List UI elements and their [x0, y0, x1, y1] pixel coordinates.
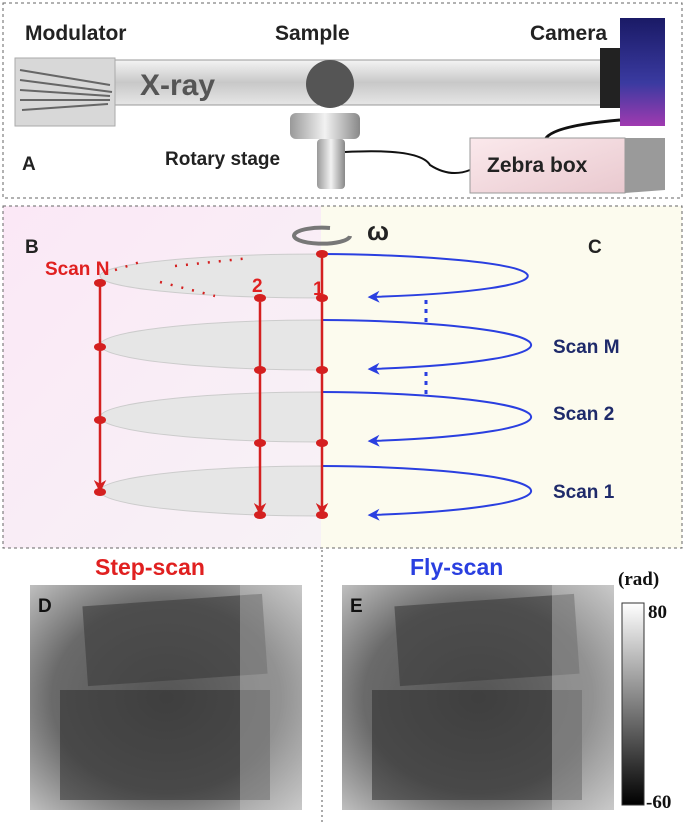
- sample-label: Sample: [275, 22, 350, 45]
- stage-shaft: [317, 139, 345, 189]
- zebra-label: Zebra box: [487, 154, 588, 177]
- scan-planes: [99, 253, 323, 517]
- colorbar-min: -60: [646, 792, 671, 813]
- cable: [543, 118, 621, 141]
- modulator-texture: [19, 69, 113, 111]
- fly-orbits: [321, 253, 533, 521]
- panel-label: E: [350, 596, 363, 617]
- image-d: [30, 585, 302, 810]
- fly-label: Scan M: [553, 337, 620, 358]
- camera-label: Camera: [530, 22, 607, 45]
- modulator-label: Modulator: [25, 22, 126, 45]
- camera-lens: [600, 48, 622, 108]
- panel-label: C: [588, 237, 602, 258]
- stage-label: Rotary stage: [165, 149, 280, 170]
- zebra-side: [625, 138, 665, 193]
- colorbar-max: 80: [648, 602, 667, 623]
- colorbar-unit: (rad): [618, 569, 659, 590]
- rotation-symbol: ω: [367, 216, 389, 246]
- stage-top: [290, 113, 360, 139]
- panel-label: A: [22, 154, 36, 175]
- camera-body: [620, 18, 665, 126]
- step-label: 1: [313, 279, 324, 300]
- image-e: [342, 585, 614, 810]
- rotation-arrow: [292, 225, 352, 246]
- panel-label: B: [25, 237, 39, 258]
- step-points: [94, 250, 328, 519]
- sample: [306, 60, 354, 108]
- panel-title: Step-scan: [95, 554, 205, 580]
- beam-label: X-ray: [140, 69, 215, 102]
- cable: [344, 150, 471, 175]
- fly-label: Scan 2: [553, 404, 614, 425]
- panel-title: Fly-scan: [410, 554, 503, 580]
- zebra-box: [469, 137, 626, 194]
- panel-c-bg: [321, 206, 682, 548]
- panel-a-frame: [2, 2, 683, 199]
- step-label: Scan N: [45, 259, 109, 280]
- fly-label: Scan 1: [553, 482, 615, 503]
- step-path: [114, 256, 251, 298]
- step-label: 2: [252, 276, 263, 297]
- colorbar: [621, 602, 645, 806]
- panel-label: D: [38, 596, 52, 617]
